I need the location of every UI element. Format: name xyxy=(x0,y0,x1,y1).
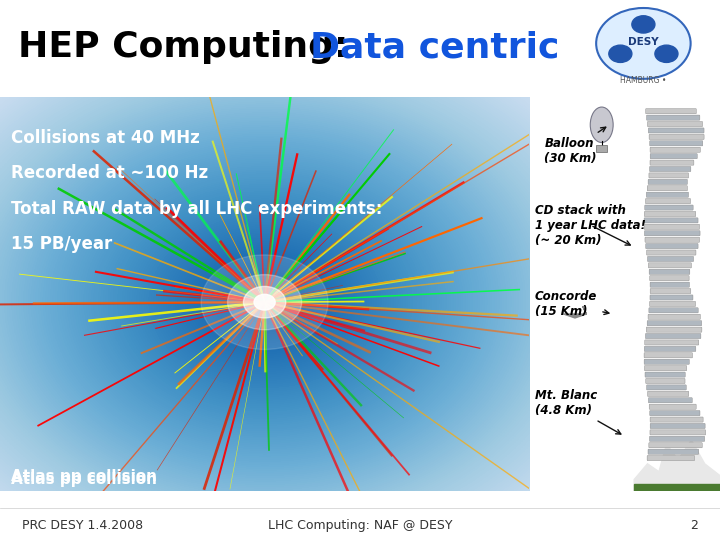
FancyBboxPatch shape xyxy=(647,385,686,390)
FancyBboxPatch shape xyxy=(644,218,698,223)
FancyBboxPatch shape xyxy=(644,224,700,230)
FancyBboxPatch shape xyxy=(644,353,693,358)
Text: 2: 2 xyxy=(690,519,698,532)
Text: Collisions at 40 MHz: Collisions at 40 MHz xyxy=(11,129,199,147)
FancyBboxPatch shape xyxy=(644,346,696,352)
Text: CD stack with
1 year LHC data!
(~ 20 Km): CD stack with 1 year LHC data! (~ 20 Km) xyxy=(535,204,646,247)
FancyBboxPatch shape xyxy=(649,398,692,403)
FancyBboxPatch shape xyxy=(644,366,687,371)
Ellipse shape xyxy=(590,107,613,143)
FancyBboxPatch shape xyxy=(650,295,693,300)
Text: LHC Computing: NAF @ DESY: LHC Computing: NAF @ DESY xyxy=(268,519,452,532)
FancyBboxPatch shape xyxy=(649,173,688,178)
FancyBboxPatch shape xyxy=(649,301,696,307)
Circle shape xyxy=(609,45,632,63)
Circle shape xyxy=(655,45,678,63)
FancyBboxPatch shape xyxy=(645,199,690,204)
Circle shape xyxy=(243,286,286,318)
FancyBboxPatch shape xyxy=(646,244,698,248)
Polygon shape xyxy=(634,483,720,491)
FancyBboxPatch shape xyxy=(646,379,685,383)
FancyBboxPatch shape xyxy=(645,334,701,339)
FancyBboxPatch shape xyxy=(649,141,703,146)
FancyBboxPatch shape xyxy=(644,231,700,236)
FancyBboxPatch shape xyxy=(648,128,704,133)
FancyBboxPatch shape xyxy=(648,314,701,319)
FancyBboxPatch shape xyxy=(650,288,690,294)
Text: Atlas pp collision: Atlas pp collision xyxy=(11,472,156,487)
FancyBboxPatch shape xyxy=(647,456,695,461)
FancyBboxPatch shape xyxy=(645,372,685,377)
Text: Data centric: Data centric xyxy=(310,30,559,64)
Circle shape xyxy=(228,275,302,330)
Polygon shape xyxy=(634,440,720,491)
FancyBboxPatch shape xyxy=(649,134,704,139)
FancyBboxPatch shape xyxy=(647,122,703,126)
FancyBboxPatch shape xyxy=(650,282,690,287)
FancyBboxPatch shape xyxy=(650,153,697,159)
FancyBboxPatch shape xyxy=(649,308,698,313)
FancyBboxPatch shape xyxy=(649,404,696,409)
FancyBboxPatch shape xyxy=(647,192,688,197)
FancyBboxPatch shape xyxy=(650,147,701,152)
FancyBboxPatch shape xyxy=(646,109,696,114)
Text: DESY: DESY xyxy=(628,37,659,46)
FancyBboxPatch shape xyxy=(650,417,703,422)
Text: HAMBURG •: HAMBURG • xyxy=(620,76,667,85)
FancyBboxPatch shape xyxy=(648,179,688,185)
Text: Atlas pp collision: Atlas pp collision xyxy=(11,469,156,483)
Ellipse shape xyxy=(596,8,690,79)
FancyBboxPatch shape xyxy=(647,327,702,332)
FancyBboxPatch shape xyxy=(645,205,693,210)
FancyBboxPatch shape xyxy=(649,276,689,281)
FancyBboxPatch shape xyxy=(649,263,691,268)
Bar xyxy=(596,145,608,152)
Text: PRC DESY 1.4.2008: PRC DESY 1.4.2008 xyxy=(22,519,143,532)
FancyBboxPatch shape xyxy=(644,359,689,364)
FancyBboxPatch shape xyxy=(645,237,700,242)
FancyBboxPatch shape xyxy=(647,115,700,120)
FancyBboxPatch shape xyxy=(644,212,696,217)
FancyBboxPatch shape xyxy=(650,423,705,429)
Polygon shape xyxy=(564,306,587,318)
Text: Total RAW data by all LHC experiments:: Total RAW data by all LHC experiments: xyxy=(11,200,382,218)
Text: 15 PB/year: 15 PB/year xyxy=(11,235,112,253)
FancyBboxPatch shape xyxy=(650,430,706,435)
FancyBboxPatch shape xyxy=(647,392,689,396)
FancyBboxPatch shape xyxy=(649,166,691,172)
FancyBboxPatch shape xyxy=(650,160,694,165)
FancyBboxPatch shape xyxy=(647,186,688,191)
FancyBboxPatch shape xyxy=(644,340,699,345)
Circle shape xyxy=(254,294,275,310)
Text: Concorde
(15 Km): Concorde (15 Km) xyxy=(535,291,609,319)
FancyBboxPatch shape xyxy=(647,256,693,261)
FancyBboxPatch shape xyxy=(649,410,700,416)
Circle shape xyxy=(201,255,328,349)
FancyBboxPatch shape xyxy=(647,321,702,326)
Text: Mt. Blanc
(4.8 Km): Mt. Blanc (4.8 Km) xyxy=(535,389,621,434)
Circle shape xyxy=(632,16,655,33)
Text: Balloon
(30 Km): Balloon (30 Km) xyxy=(544,127,606,165)
FancyBboxPatch shape xyxy=(649,436,705,441)
FancyBboxPatch shape xyxy=(649,269,690,274)
FancyBboxPatch shape xyxy=(649,443,702,448)
FancyBboxPatch shape xyxy=(648,449,698,454)
FancyBboxPatch shape xyxy=(647,250,696,255)
Text: HEP Computing:: HEP Computing: xyxy=(18,30,361,64)
Text: Recorded at ~100 Hz: Recorded at ~100 Hz xyxy=(11,164,207,182)
